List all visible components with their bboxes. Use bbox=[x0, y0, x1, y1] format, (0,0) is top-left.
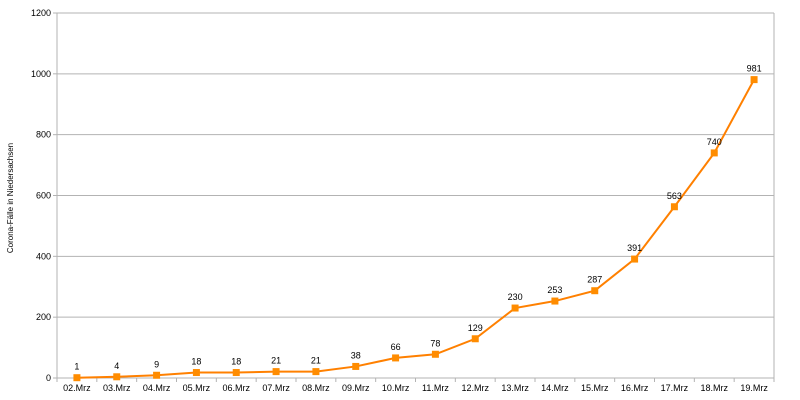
x-tick-label: 15.Mrz bbox=[581, 383, 609, 393]
x-tick-label: 19.Mrz bbox=[740, 383, 768, 393]
data-markers bbox=[73, 76, 758, 382]
data-label: 981 bbox=[747, 64, 762, 74]
data-point bbox=[511, 304, 519, 312]
data-point bbox=[272, 368, 280, 376]
data-point bbox=[153, 371, 161, 379]
y-axis-ticks: 0 200 400 600 800 1000 1200 bbox=[31, 8, 57, 383]
x-tick-label: 18.Mrz bbox=[700, 383, 728, 393]
data-point bbox=[670, 203, 678, 211]
data-label: 21 bbox=[271, 356, 281, 366]
x-tick-label: 04.Mrz bbox=[143, 383, 171, 393]
data-label: 66 bbox=[391, 342, 401, 352]
data-label: 18 bbox=[191, 357, 201, 367]
data-label: 129 bbox=[468, 323, 483, 333]
y-tick-label: 800 bbox=[36, 130, 51, 140]
data-point bbox=[392, 354, 400, 362]
x-tick-label: 10.Mrz bbox=[382, 383, 410, 393]
data-label: 78 bbox=[430, 338, 440, 348]
x-tick-label: 06.Mrz bbox=[222, 383, 250, 393]
data-point bbox=[113, 373, 121, 381]
y-tick-label: 1000 bbox=[31, 69, 51, 79]
x-tick-label: 02.Mrz bbox=[63, 383, 91, 393]
data-point bbox=[352, 362, 360, 370]
data-point bbox=[551, 297, 559, 305]
x-tick-label: 17.Mrz bbox=[661, 383, 689, 393]
y-axis-label: Corona-Fälle in Niedersachsen bbox=[6, 143, 15, 253]
data-label: 391 bbox=[627, 243, 642, 253]
y-tick-label: 600 bbox=[36, 191, 51, 201]
series-line bbox=[76, 79, 755, 379]
data-label: 740 bbox=[707, 137, 722, 147]
data-label: 287 bbox=[587, 275, 602, 285]
data-point bbox=[591, 287, 599, 295]
x-tick-label: 14.Mrz bbox=[541, 383, 569, 393]
data-label: 230 bbox=[508, 292, 523, 302]
data-point bbox=[631, 255, 639, 263]
data-point bbox=[232, 369, 240, 377]
y-tick-label: 200 bbox=[36, 312, 51, 322]
data-label: 38 bbox=[351, 350, 361, 360]
y-tick-label: 0 bbox=[46, 373, 51, 383]
gridlines bbox=[56, 12, 775, 379]
data-label: 1 bbox=[74, 362, 79, 372]
data-labels: 1 4 9 18 18 21 21 38 66 78 129 230 253 287 391 563 740 98… bbox=[74, 64, 761, 372]
data-point bbox=[312, 368, 320, 376]
data-point bbox=[73, 374, 81, 382]
data-label: 563 bbox=[667, 191, 682, 201]
x-tick-label: 16.Mrz bbox=[621, 383, 649, 393]
data-point bbox=[750, 76, 758, 84]
data-label: 21 bbox=[311, 356, 321, 366]
x-tick-label: 07.Mrz bbox=[262, 383, 290, 393]
data-label: 4 bbox=[114, 361, 119, 371]
x-tick-label: 08.Mrz bbox=[302, 383, 330, 393]
data-point bbox=[471, 335, 479, 343]
x-tick-label: 09.Mrz bbox=[342, 383, 370, 393]
x-axis-ticks: 02.Mrz 03.Mrz 04.Mrz 05.Mrz 06.Mrz 07.Mrz 08.M… bbox=[56, 378, 775, 393]
x-tick-label: 05.Mrz bbox=[183, 383, 211, 393]
data-point bbox=[431, 350, 439, 358]
data-label: 9 bbox=[154, 359, 159, 369]
y-tick-label: 400 bbox=[36, 251, 51, 261]
y-tick-label: 1200 bbox=[31, 8, 51, 18]
data-point bbox=[192, 369, 200, 377]
x-tick-label: 11.Mrz bbox=[422, 383, 449, 393]
x-tick-label: 13.Mrz bbox=[501, 383, 529, 393]
data-label: 253 bbox=[547, 285, 562, 295]
data-point bbox=[710, 149, 718, 157]
x-tick-label: 03.Mrz bbox=[103, 383, 131, 393]
x-tick-label: 12.Mrz bbox=[461, 383, 489, 393]
data-label: 18 bbox=[231, 357, 241, 367]
